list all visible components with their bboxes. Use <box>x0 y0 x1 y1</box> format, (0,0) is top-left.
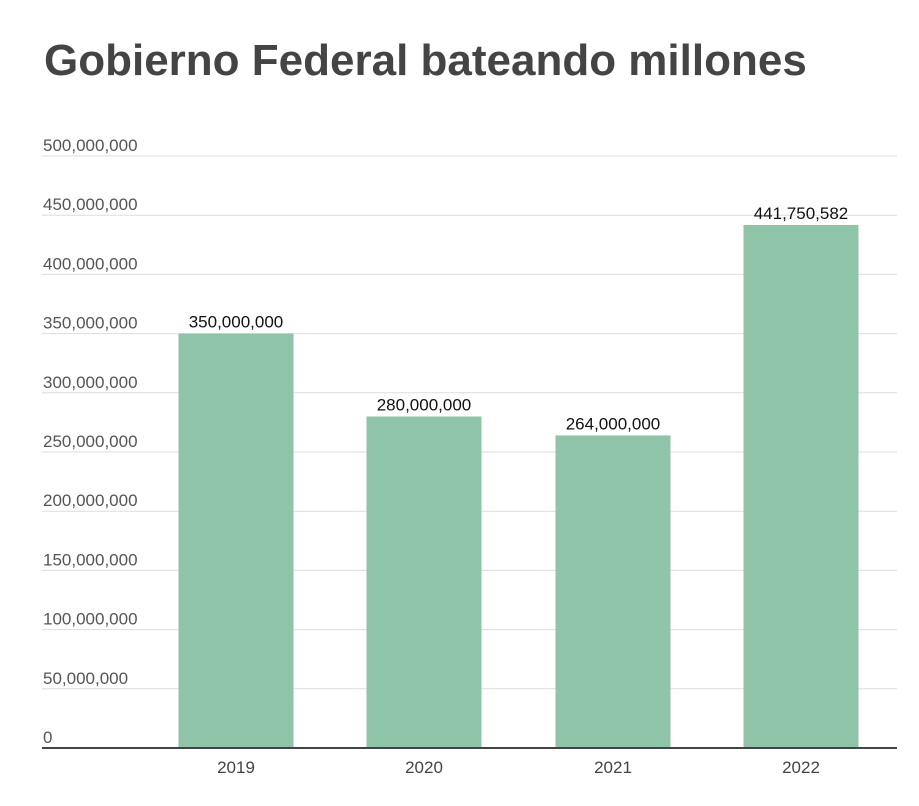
data-label-2022: 441,750,582 <box>754 204 849 223</box>
chart-title: Gobierno Federal bateando millones <box>44 36 807 85</box>
bar-2020 <box>366 416 482 748</box>
bar-2021 <box>555 435 671 748</box>
y-axis-ticks: 0 50,000,000 100,000,000 150,000,000 200,000… <box>43 136 138 747</box>
y-tick-label: 250,000,000 <box>43 432 138 451</box>
x-tick-label-2022: 2022 <box>782 758 820 777</box>
y-tick-label: 50,000,000 <box>43 669 128 688</box>
x-tick-label-2021: 2021 <box>594 758 632 777</box>
data-label-2019: 350,000,000 <box>189 313 284 332</box>
y-tick-label: 300,000,000 <box>43 373 138 392</box>
y-tick-label: 500,000,000 <box>43 136 138 155</box>
y-tick-label: 400,000,000 <box>43 254 138 273</box>
bar-2022 <box>743 224 859 749</box>
y-tick-label: 0 <box>43 728 52 747</box>
y-tick-label: 200,000,000 <box>43 491 138 510</box>
x-tick-label-2019: 2019 <box>217 758 255 777</box>
data-label-2020: 280,000,000 <box>377 395 472 414</box>
data-labels: 350,000,000 280,000,000 264,000,000 441,750… <box>189 204 849 433</box>
x-tick-label-2020: 2020 <box>405 758 443 777</box>
bars <box>178 224 859 749</box>
data-label-2021: 264,000,000 <box>566 414 661 433</box>
y-tick-label: 450,000,000 <box>43 195 138 214</box>
x-axis-categories: 2019 2020 2021 2022 <box>217 758 820 777</box>
y-tick-label: 350,000,000 <box>43 314 138 333</box>
bar-2019 <box>178 333 294 748</box>
y-tick-label: 150,000,000 <box>43 550 138 569</box>
y-tick-label: 100,000,000 <box>43 610 138 629</box>
